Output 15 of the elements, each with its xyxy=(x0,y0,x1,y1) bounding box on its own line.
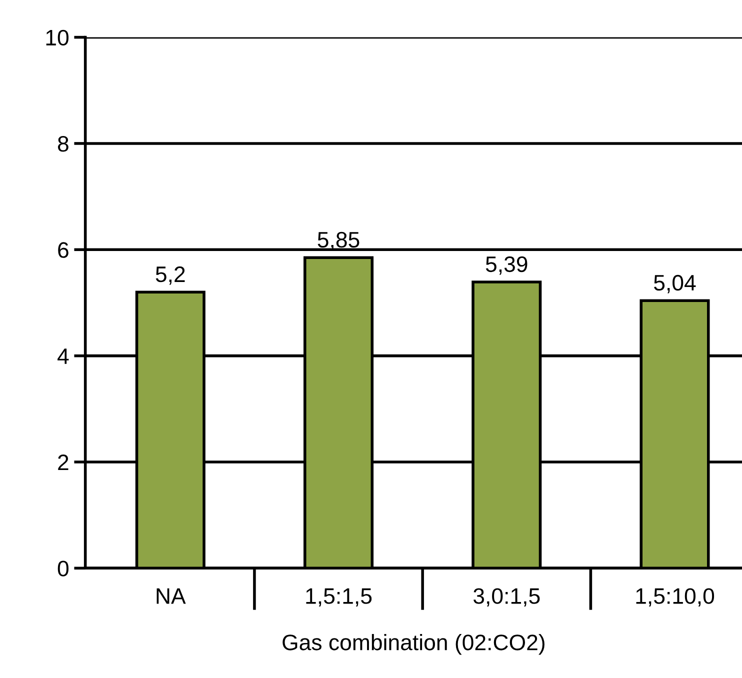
y-tick-label: 4 xyxy=(58,348,69,364)
data-label: 5,85 xyxy=(318,232,360,250)
data-label: 5,2 xyxy=(156,266,185,285)
data-label: 5,39 xyxy=(486,256,528,275)
y-tick-label: 6 xyxy=(58,242,68,258)
y-tick-label: 8 xyxy=(58,136,68,152)
x-tick-label: 1,5:1,5 xyxy=(306,588,372,607)
y-tick-label: 10 xyxy=(46,30,68,46)
x-tick-label: NA xyxy=(156,588,186,604)
x-tick-label: 3,0:1,5 xyxy=(474,588,540,607)
y-tick-label: 2 xyxy=(58,454,68,470)
data-label: 5,04 xyxy=(654,274,696,294)
x-tick-label: 1,5:10,0 xyxy=(636,588,714,607)
y-tick-label: 0 xyxy=(58,560,68,576)
x-axis-title: Gas combination (02:CO2) xyxy=(282,634,544,655)
